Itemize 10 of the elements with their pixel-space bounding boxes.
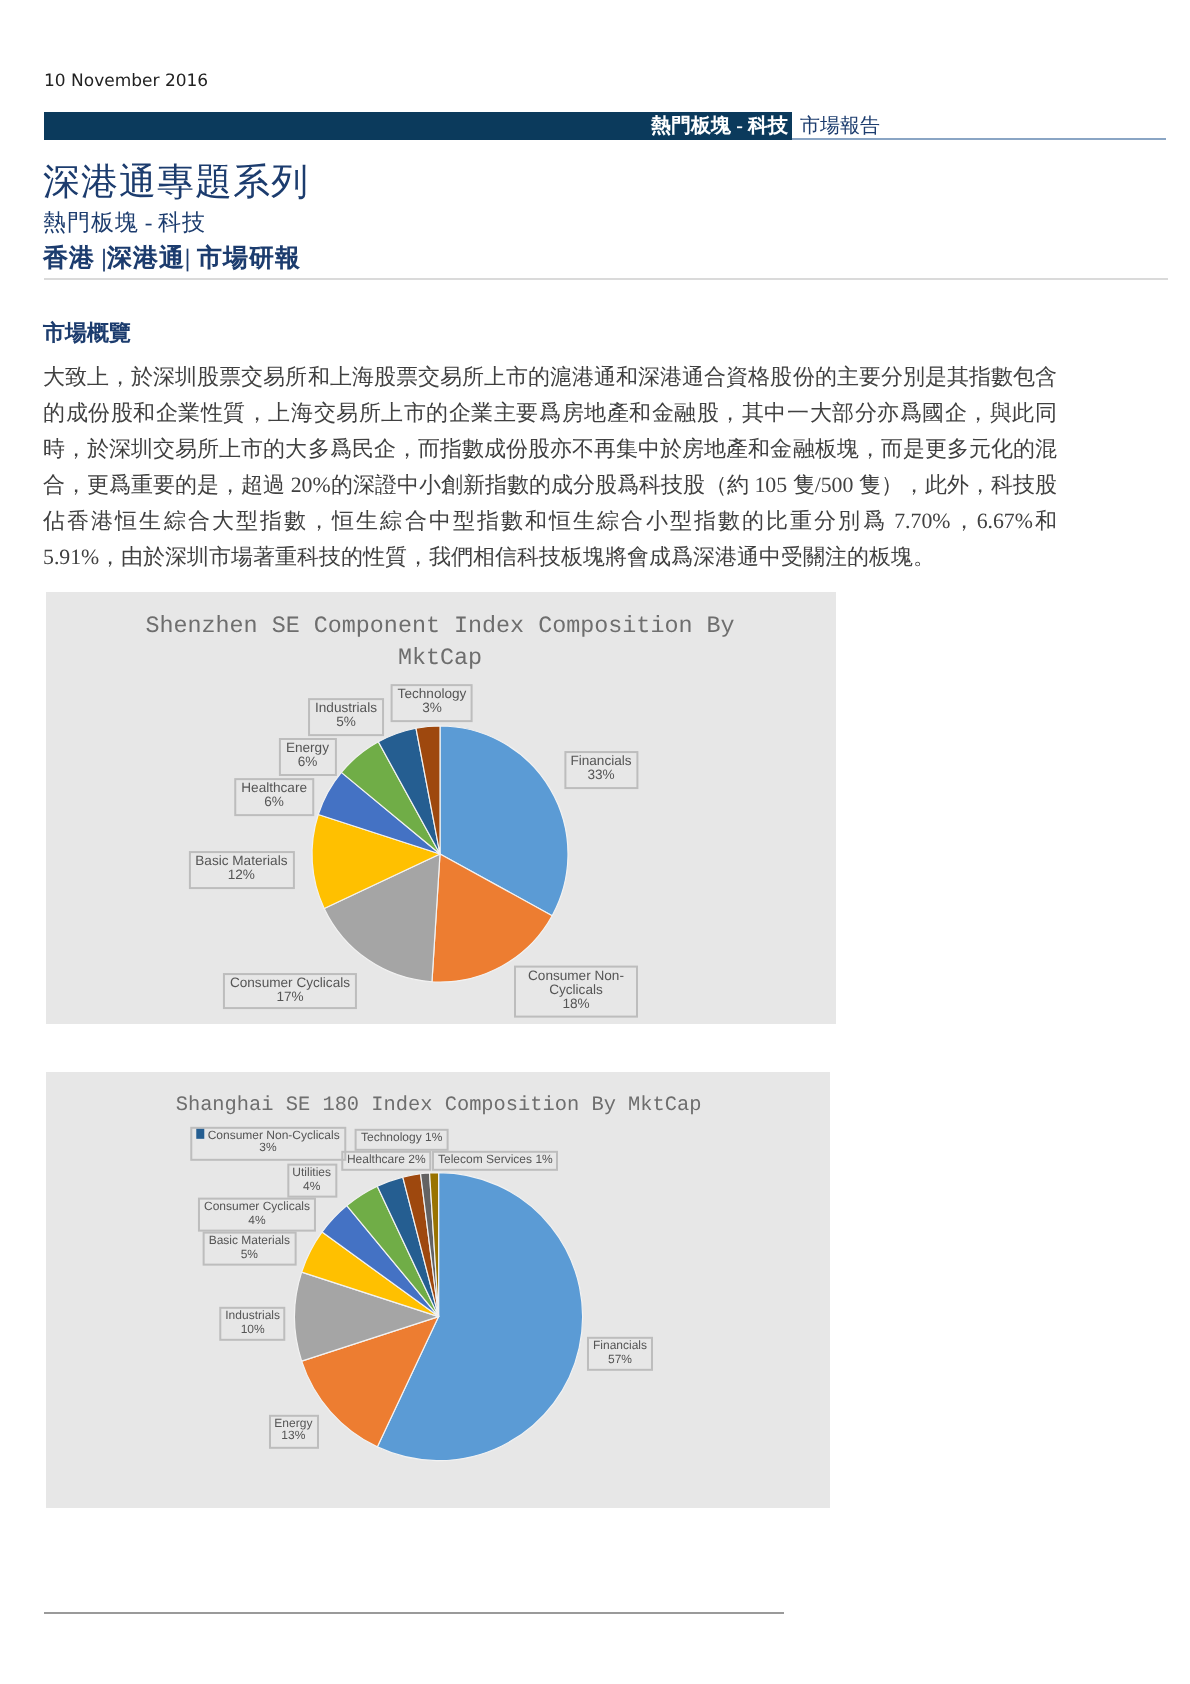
chart-title: Shenzhen SE Component Index Composition By MktCap [143, 610, 737, 674]
text: 市場報告 [800, 113, 880, 139]
text: 深港通專題系列 [43, 164, 309, 204]
text: 大致上，於深圳股票交易所和上海股票交易所上市的滬港通和深港通合資格股份的主要分別是其指數包含的成份股和企業性質，上海交易所上市的企業主要爲房地產和金融股，其中一大部分亦爲國企，與此同時，於深圳交易所上市的大多爲民企，而指數成份股亦不再集中於房地產和金融板塊，而是更多元化的混合，更爲重要的是，超過 20%的深證中小創新指數的成分股爲科技股（約 105 隻/500 隻），此外，科技股佔香港恒生綜合大型指數，恒生綜合中型指數和恒生綜合小型指數的比重分別爲 7.70%，6.67%和 5.91%，由於深圳市場著重科技的性質，我們相信科技板塊將會成爲深港通中受關注的板塊。 [43, 363, 1057, 574]
text: 熱門板塊 - 科技 [651, 113, 788, 139]
text: 10 November 2016 [44, 72, 209, 92]
chart-title: Shanghai SE 180 Index Composition By MktCap [173, 1093, 704, 1122]
text: 市場概覽 [43, 322, 131, 346]
text: 熱門板塊 - 科技 [43, 212, 207, 237]
text: 香港 |深港通| 市場研報 [43, 244, 301, 272]
